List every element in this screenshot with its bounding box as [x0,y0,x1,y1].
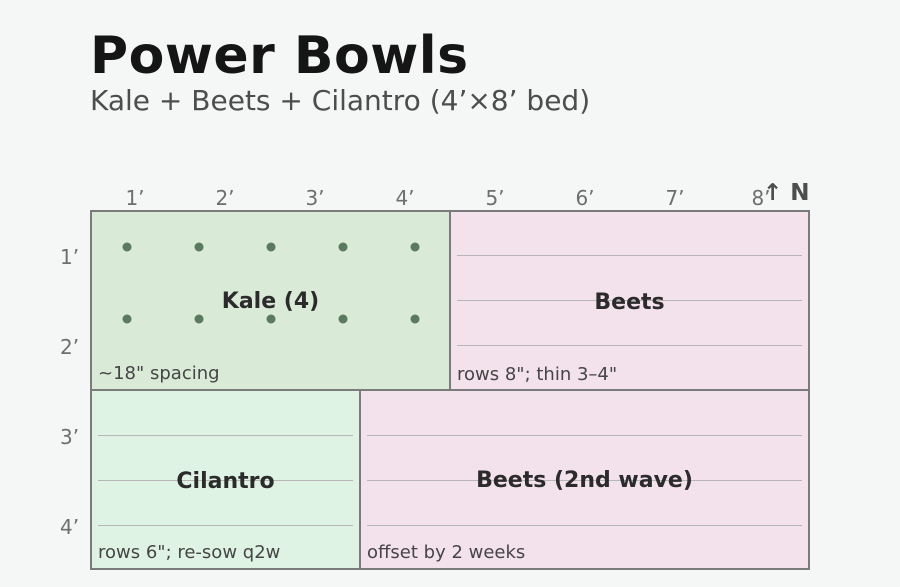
cilantro-row-line [98,480,353,481]
page-subtitle: Kale + Beets + Cilantro (4’×8’ bed) [90,84,591,117]
beets-label: Beets [594,290,665,315]
kale-plant-marker [122,314,132,324]
beets-row-line [457,300,802,301]
kale-plant-marker [338,314,348,324]
garden-bed: Kale (4) ~18" spacing Beets rows 8"; thi… [90,210,810,570]
cilantro-note: rows 6"; re-sow q2w [98,542,281,563]
beets-row-line [457,255,802,256]
column-label-2: 2’ [215,186,235,210]
kale-plant-marker [194,242,204,252]
beets-second-wave-section: Beets (2nd wave) offset by 2 weeks [359,389,810,570]
north-arrow-icon: ↑ N [763,180,810,206]
row-label-2: 2’ [60,335,80,359]
beets-second-wave-note: offset by 2 weeks [367,542,526,563]
page-title: Power Bowls [90,26,469,86]
beets-second-wave-row-line [367,525,802,526]
beets-section: Beets rows 8"; thin 3–4" [449,210,810,391]
beets-second-wave-row-line [367,435,802,436]
kale-plant-marker [410,242,420,252]
cilantro-label: Cilantro [176,469,275,494]
column-label-3: 3’ [305,186,325,210]
column-label-8: 8’ [751,186,771,210]
column-label-1: 1’ [125,186,145,210]
kale-plant-marker [410,314,420,324]
column-label-6: 6’ [575,186,595,210]
row-label-4: 4’ [60,515,80,539]
cilantro-row-line [98,435,353,436]
column-label-4: 4’ [395,186,415,210]
kale-plant-marker [122,242,132,252]
column-label-5: 5’ [485,186,505,210]
row-label-3: 3’ [60,425,80,449]
kale-plant-marker [266,242,276,252]
beets-second-wave-label: Beets (2nd wave) [476,468,693,493]
kale-label: Kale (4) [221,289,320,314]
kale-note: ~18" spacing [98,363,220,384]
cilantro-row-line [98,525,353,526]
kale-plant-marker [266,314,276,324]
cilantro-section: Cilantro rows 6"; re-sow q2w [90,389,361,570]
beets-second-wave-row-line [367,480,802,481]
column-label-7: 7’ [665,186,685,210]
kale-plant-marker [194,314,204,324]
kale-plant-marker [338,242,348,252]
kale-section: Kale (4) ~18" spacing [90,210,451,391]
row-label-1: 1’ [60,245,80,269]
beets-note: rows 8"; thin 3–4" [457,364,618,385]
beets-row-line [457,345,802,346]
